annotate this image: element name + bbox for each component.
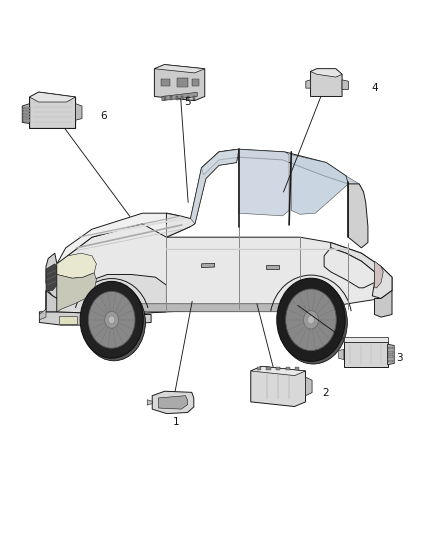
Polygon shape: [161, 79, 170, 86]
Polygon shape: [39, 290, 46, 320]
Circle shape: [277, 278, 345, 361]
Text: 4: 4: [371, 83, 378, 93]
Polygon shape: [331, 243, 392, 298]
Text: 2: 2: [322, 389, 328, 398]
Polygon shape: [286, 367, 290, 370]
Circle shape: [307, 316, 314, 324]
Polygon shape: [23, 116, 30, 118]
Polygon shape: [75, 103, 82, 120]
Polygon shape: [239, 149, 289, 216]
Polygon shape: [192, 79, 199, 86]
Polygon shape: [324, 248, 374, 288]
Polygon shape: [30, 92, 75, 102]
Polygon shape: [152, 391, 194, 414]
Polygon shape: [176, 96, 178, 100]
Polygon shape: [306, 80, 311, 88]
Polygon shape: [57, 213, 191, 264]
Polygon shape: [251, 366, 305, 407]
Text: 3: 3: [396, 353, 403, 363]
Polygon shape: [57, 273, 96, 312]
Polygon shape: [342, 80, 348, 90]
Polygon shape: [266, 265, 279, 269]
Polygon shape: [348, 184, 368, 248]
Polygon shape: [46, 290, 57, 312]
Polygon shape: [23, 110, 30, 112]
Polygon shape: [291, 155, 348, 214]
Polygon shape: [59, 316, 77, 324]
Polygon shape: [257, 367, 261, 370]
Polygon shape: [388, 347, 393, 349]
Polygon shape: [162, 92, 197, 101]
Circle shape: [88, 292, 135, 348]
Polygon shape: [23, 113, 30, 116]
Polygon shape: [251, 366, 305, 376]
Polygon shape: [266, 367, 271, 370]
Polygon shape: [388, 344, 394, 365]
Polygon shape: [164, 96, 166, 100]
Polygon shape: [23, 119, 30, 122]
Polygon shape: [127, 304, 328, 316]
Polygon shape: [311, 69, 342, 96]
Polygon shape: [339, 349, 344, 360]
Polygon shape: [311, 69, 342, 77]
Polygon shape: [30, 92, 75, 128]
Polygon shape: [305, 377, 312, 395]
Polygon shape: [191, 149, 239, 224]
Polygon shape: [57, 253, 96, 278]
Circle shape: [105, 311, 119, 328]
Polygon shape: [374, 290, 392, 317]
Polygon shape: [346, 176, 364, 203]
Circle shape: [109, 316, 115, 324]
Polygon shape: [154, 64, 205, 101]
Circle shape: [82, 284, 145, 361]
Polygon shape: [170, 96, 172, 100]
Polygon shape: [147, 400, 152, 405]
Polygon shape: [388, 351, 393, 353]
Circle shape: [279, 281, 347, 364]
Polygon shape: [177, 78, 187, 87]
Circle shape: [80, 281, 143, 358]
Text: 5: 5: [184, 98, 191, 107]
Polygon shape: [46, 253, 57, 312]
Polygon shape: [39, 312, 151, 325]
Polygon shape: [187, 96, 189, 100]
Circle shape: [304, 311, 318, 329]
Text: 6: 6: [101, 111, 107, 121]
Polygon shape: [46, 264, 57, 290]
Polygon shape: [344, 342, 388, 367]
Polygon shape: [388, 360, 393, 362]
Polygon shape: [154, 64, 205, 73]
Text: 1: 1: [173, 417, 180, 427]
Polygon shape: [388, 356, 393, 358]
Polygon shape: [276, 367, 280, 370]
Polygon shape: [159, 395, 187, 409]
Polygon shape: [105, 316, 123, 324]
Polygon shape: [23, 107, 30, 109]
Polygon shape: [374, 261, 383, 288]
Polygon shape: [166, 149, 239, 237]
Polygon shape: [22, 103, 30, 124]
Polygon shape: [295, 367, 300, 370]
Polygon shape: [193, 96, 194, 100]
Polygon shape: [181, 96, 184, 100]
Circle shape: [286, 289, 336, 351]
Polygon shape: [57, 224, 392, 314]
Polygon shape: [344, 336, 388, 342]
Polygon shape: [201, 263, 215, 268]
Polygon shape: [201, 149, 348, 184]
Polygon shape: [57, 274, 166, 314]
